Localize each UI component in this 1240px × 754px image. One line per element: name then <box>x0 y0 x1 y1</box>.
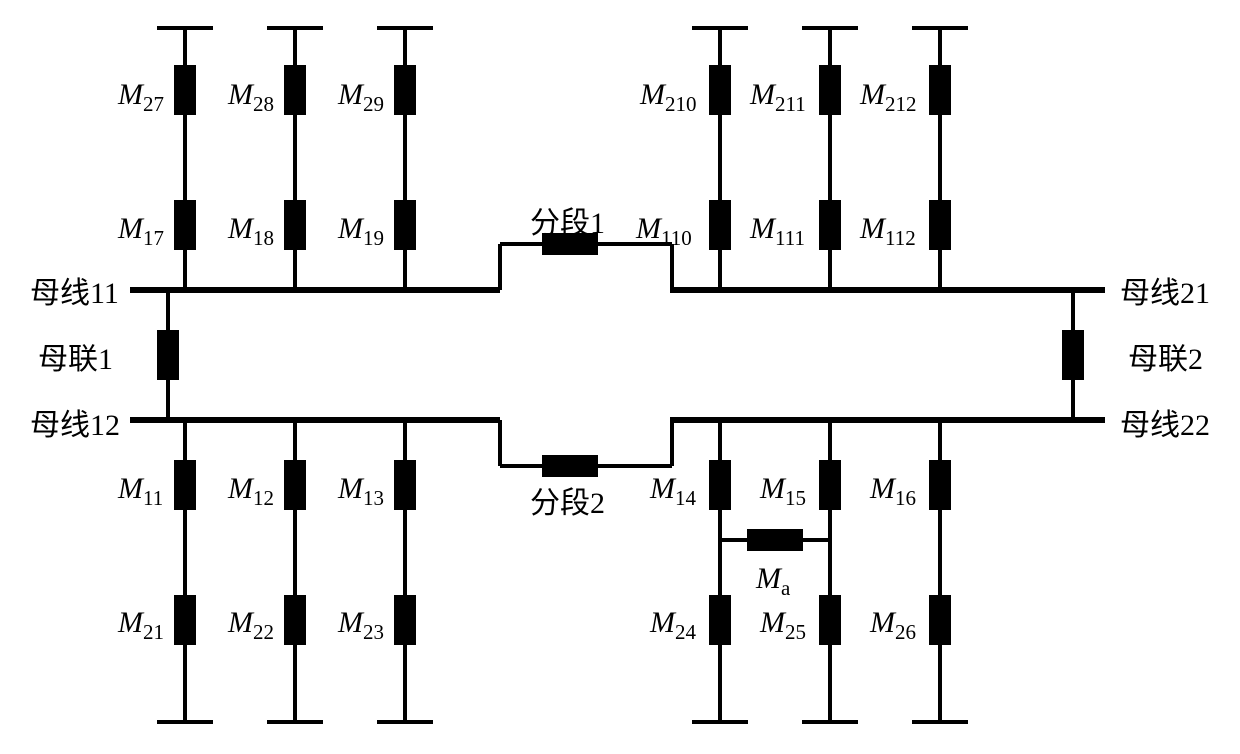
label-M21: M21 <box>118 606 164 645</box>
label-M17: M17 <box>118 212 164 251</box>
label-M26: M26 <box>870 606 916 645</box>
label-M13: M13 <box>338 472 384 511</box>
label-seg1: 分段1 <box>530 198 605 242</box>
label-M24: M24 <box>650 606 696 645</box>
label-M12: M12 <box>228 472 274 511</box>
label-M27: M27 <box>118 78 164 117</box>
label-M25: M25 <box>760 606 806 645</box>
label-seg2: 分段2 <box>530 478 605 522</box>
label-M15: M15 <box>760 472 806 511</box>
label-coupler2: 母联2 <box>1128 334 1203 378</box>
label-Ma: Ma <box>756 562 790 601</box>
label-M28: M28 <box>228 78 274 117</box>
schematic-canvas <box>0 0 1240 754</box>
label-M19: M19 <box>338 212 384 251</box>
label-M212: M212 <box>860 78 917 117</box>
label-bus11: 母线11 <box>30 268 119 312</box>
label-M18: M18 <box>228 212 274 251</box>
label-M211: M211 <box>750 78 806 117</box>
label-bus22: 母线22 <box>1120 400 1210 444</box>
label-M110: M110 <box>636 212 692 251</box>
label-coupler1: 母联1 <box>38 334 113 378</box>
label-bus21: 母线21 <box>1120 268 1210 312</box>
label-bus12: 母线12 <box>30 400 120 444</box>
label-M29: M29 <box>338 78 384 117</box>
label-M210: M210 <box>640 78 697 117</box>
label-M11: M11 <box>118 472 163 511</box>
label-M16: M16 <box>870 472 916 511</box>
label-M23: M23 <box>338 606 384 645</box>
label-M112: M112 <box>860 212 916 251</box>
label-M111: M111 <box>750 212 805 251</box>
label-M22: M22 <box>228 606 274 645</box>
label-M14: M14 <box>650 472 696 511</box>
